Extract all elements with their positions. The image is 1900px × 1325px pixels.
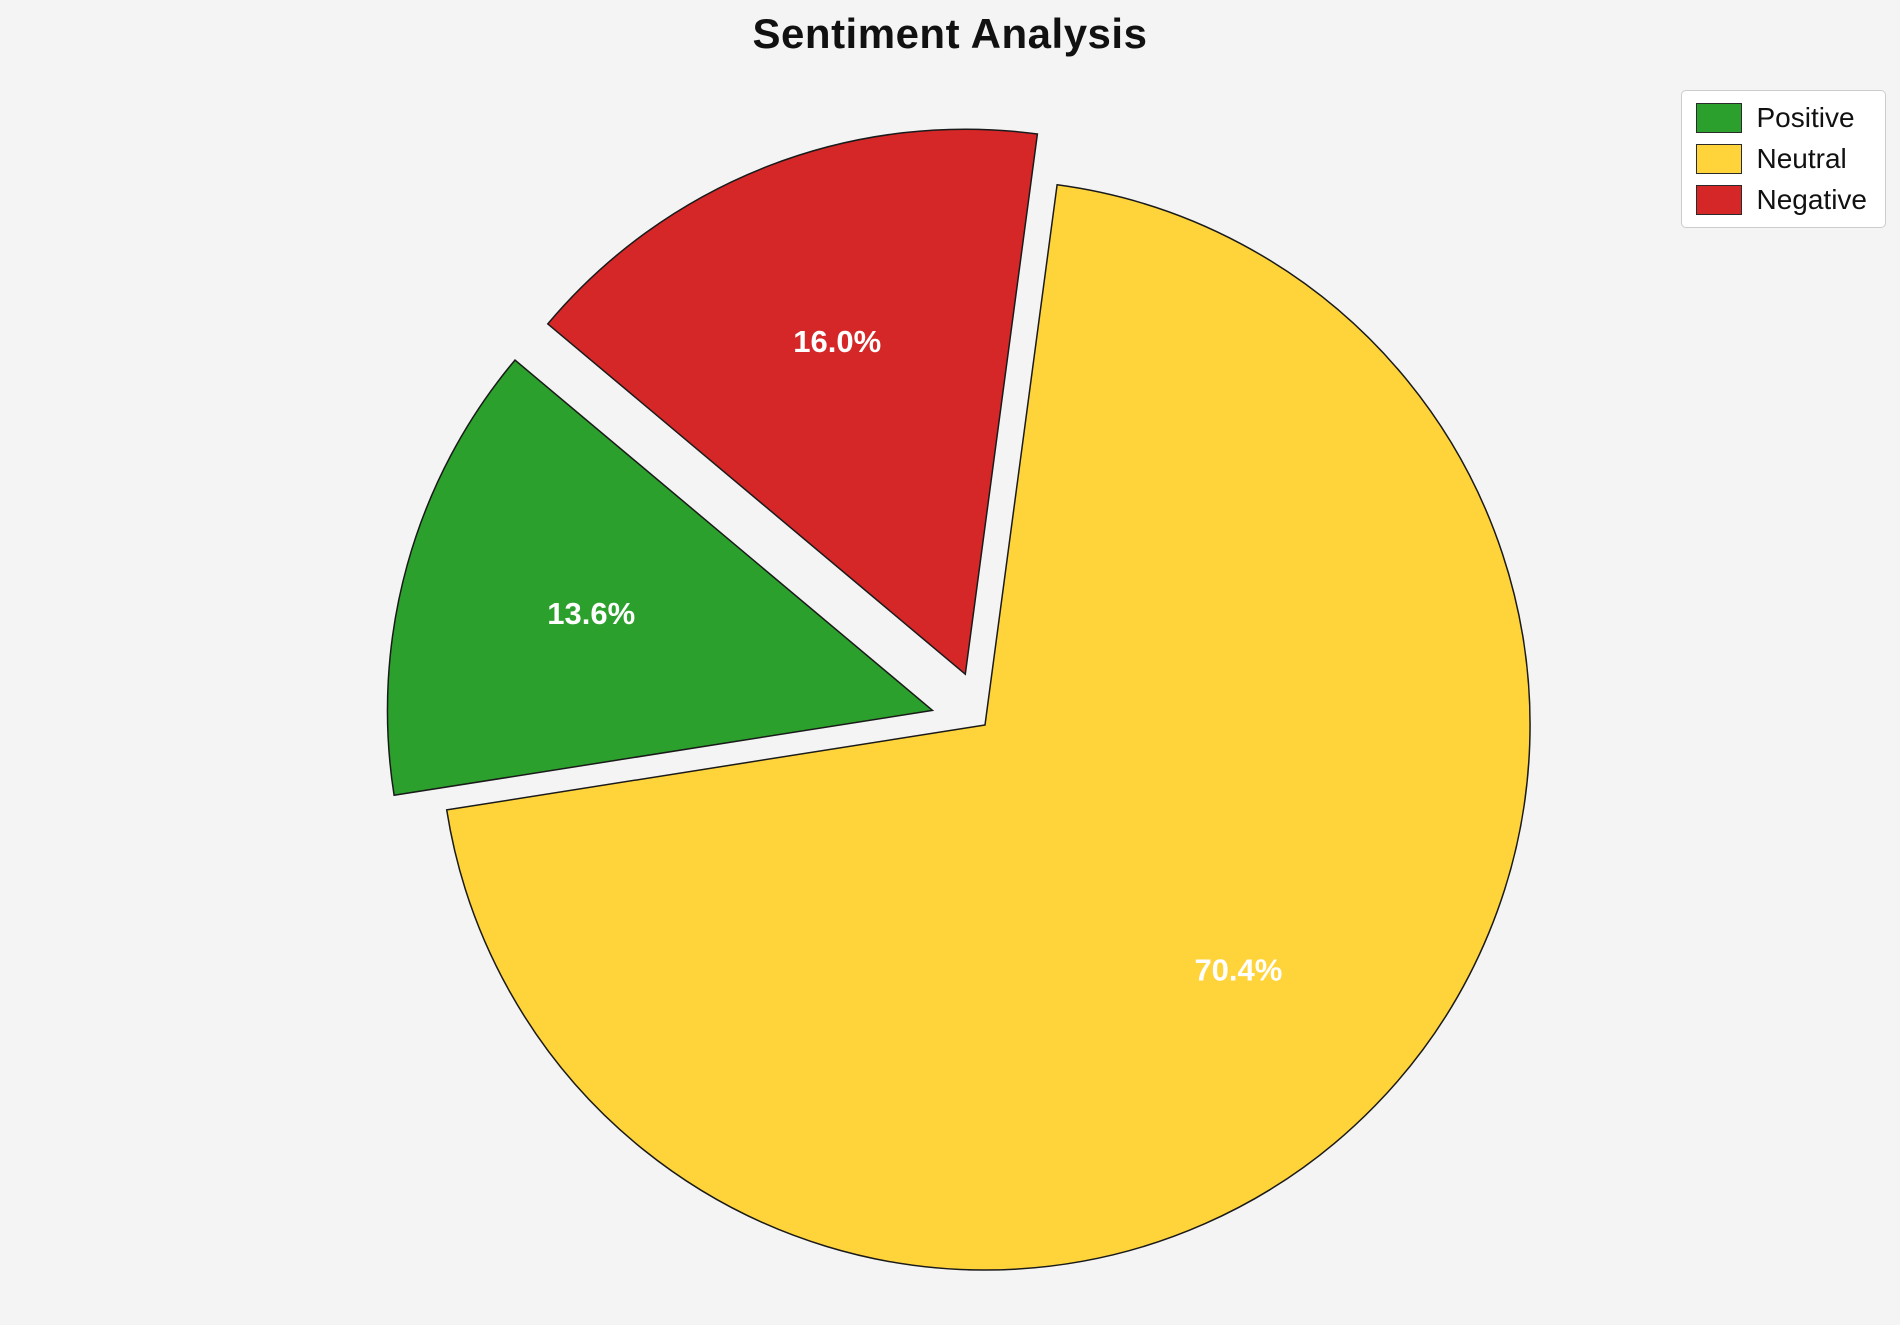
pie-slice-positive [386,359,935,797]
legend-swatch-neutral [1696,144,1743,175]
pie-slice-negative [546,128,1039,676]
legend-item-neutral: Neutral [1696,142,1867,175]
legend-label-neutral: Neutral [1756,142,1847,174]
pie-slice-neutral [445,183,1531,1271]
legend-label-positive: Positive [1756,102,1855,133]
pie-slice-pct-label-positive: 13.6% [547,596,635,631]
pie-slice-pct-label-negative: 16.0% [793,324,881,359]
legend: Positive Neutral Negative [1681,90,1886,229]
legend-swatch-negative [1696,184,1743,215]
chart-title: Sentiment Analysis [752,10,1148,57]
legend-item-negative: Negative [1696,183,1867,216]
legend-swatch-positive [1696,103,1743,134]
pie-slice-pct-label-neutral: 70.4% [1194,953,1282,988]
legend-label-negative: Negative [1756,183,1867,215]
legend-item-positive: Positive [1696,102,1867,134]
